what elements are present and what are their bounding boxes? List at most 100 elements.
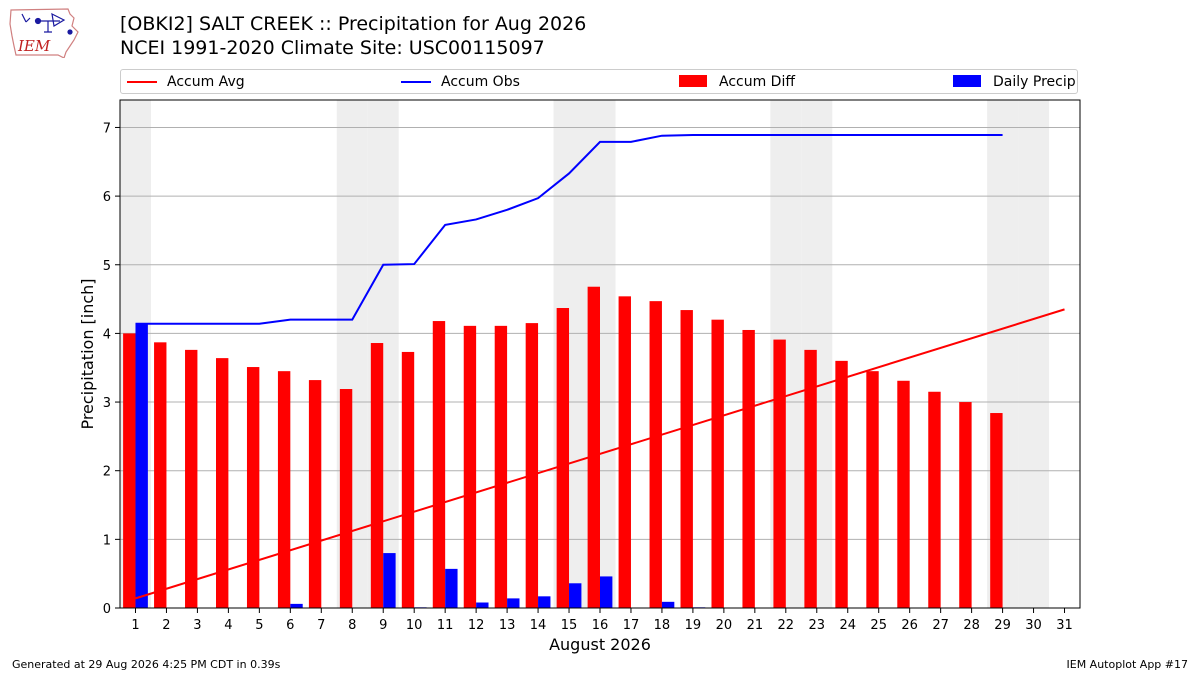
legend-label: Accum Obs xyxy=(441,74,520,90)
x-tick-label: 7 xyxy=(317,618,325,633)
bar xyxy=(897,380,910,608)
x-tick-label: 26 xyxy=(901,618,918,633)
y-tick-label: 7 xyxy=(103,121,111,136)
bar xyxy=(928,391,941,608)
bar xyxy=(661,601,675,608)
y-ticks: 0 1 2 3 4 5 6 7 xyxy=(103,121,120,617)
bar xyxy=(618,296,631,608)
legend-swatch-accum-avg xyxy=(127,81,157,83)
x-tick-label: 13 xyxy=(499,618,516,633)
y-tick-label: 1 xyxy=(103,533,111,548)
bar xyxy=(308,380,322,608)
bar xyxy=(711,319,724,608)
x-ticks: 1 2 3 4 5 6 7 8 9 10 11 12 13 14 15 16 17 18 19 20 21 22 23 24 2… xyxy=(131,608,1073,633)
series-line xyxy=(135,308,1065,600)
x-tick-label: 20 xyxy=(716,618,733,633)
x-tick-label: 31 xyxy=(1056,618,1073,633)
x-tick-label: 19 xyxy=(685,618,702,633)
x-tick-label: 4 xyxy=(224,618,232,633)
bar xyxy=(649,301,662,608)
x-tick-label: 18 xyxy=(654,618,671,633)
footer-app-id: IEM Autoplot App #17 xyxy=(1066,658,1189,671)
bar xyxy=(742,329,755,608)
iem-logo: IEM xyxy=(9,8,79,58)
y-tick-label: 4 xyxy=(103,327,111,342)
bar xyxy=(835,360,848,608)
legend-swatch-accum-obs xyxy=(401,81,431,83)
series-line xyxy=(135,134,1003,325)
bar xyxy=(600,576,613,608)
bar xyxy=(507,598,520,608)
bar xyxy=(494,325,508,608)
lines xyxy=(135,134,1065,600)
legend-swatch-accum-diff xyxy=(679,75,707,87)
bar xyxy=(959,402,972,608)
x-tick-label: 15 xyxy=(561,618,578,633)
x-tick-label: 11 xyxy=(437,618,454,633)
bar xyxy=(383,553,396,608)
x-tick-label: 14 xyxy=(530,618,547,633)
x-tick-label: 6 xyxy=(286,618,294,633)
y-tick-label: 3 xyxy=(103,396,111,411)
x-tick-label: 1 xyxy=(131,618,139,633)
bar xyxy=(476,602,489,608)
x-tick-label: 21 xyxy=(747,618,764,633)
bar xyxy=(432,321,446,608)
bar xyxy=(569,583,582,608)
x-tick-label: 2 xyxy=(162,618,170,633)
y-axis-label: Precipitation [inch] xyxy=(78,278,97,429)
x-tick-label: 17 xyxy=(623,618,640,633)
x-tick-label: 27 xyxy=(932,618,949,633)
x-tick-label: 5 xyxy=(255,618,263,633)
bar xyxy=(246,367,260,608)
bar xyxy=(773,339,786,608)
legend-label: Daily Precip xyxy=(993,74,1076,90)
legend: Accum Avg Accum Obs Accum Diff Daily Pre… xyxy=(120,69,1078,94)
bar xyxy=(216,358,229,608)
x-tick-label: 28 xyxy=(963,618,980,633)
bar xyxy=(339,389,353,608)
bar xyxy=(185,349,198,608)
bar xyxy=(154,342,167,608)
x-tick-label: 3 xyxy=(193,618,201,633)
y-tick-label: 0 xyxy=(103,602,111,617)
bar xyxy=(866,371,879,608)
legend-label: Accum Avg xyxy=(167,74,245,90)
bar xyxy=(401,351,415,608)
y-tick-label: 6 xyxy=(103,190,111,205)
bar xyxy=(587,286,600,608)
y-tick-label: 2 xyxy=(103,465,111,480)
bar xyxy=(804,349,817,608)
bar xyxy=(556,308,570,608)
x-axis-label: August 2026 xyxy=(549,635,651,654)
footer-generated: Generated at 29 Aug 2026 4:25 PM CDT in … xyxy=(12,658,281,671)
bar xyxy=(370,343,384,608)
x-tick-label: 29 xyxy=(994,618,1011,633)
bar xyxy=(525,323,539,608)
bar xyxy=(538,596,551,608)
bars xyxy=(123,286,1003,608)
weather-icons xyxy=(21,12,73,35)
legend-label: Accum Diff xyxy=(719,74,796,90)
bar xyxy=(123,333,136,608)
x-tick-label: 10 xyxy=(406,618,423,633)
title-line-1: [OBKI2] SALT CREEK :: Precipitation for … xyxy=(120,13,587,35)
bar xyxy=(277,371,291,608)
bar xyxy=(680,310,693,608)
legend-swatch-daily-precip xyxy=(953,75,981,87)
title-line-2: NCEI 1991-2020 Climate Site: USC00115097 xyxy=(120,37,545,59)
x-tick-label: 16 xyxy=(592,618,609,633)
bar xyxy=(135,323,148,608)
x-tick-label: 30 xyxy=(1025,618,1042,633)
x-tick-label: 24 xyxy=(839,618,856,633)
bar xyxy=(990,413,1003,608)
weekend-band xyxy=(1018,100,1050,608)
bar xyxy=(290,603,303,608)
x-tick-label: 8 xyxy=(348,618,356,633)
x-tick-label: 25 xyxy=(870,618,887,633)
bar xyxy=(463,325,477,608)
x-tick-label: 22 xyxy=(778,618,795,633)
y-tick-label: 5 xyxy=(103,259,111,274)
bar xyxy=(445,568,458,608)
